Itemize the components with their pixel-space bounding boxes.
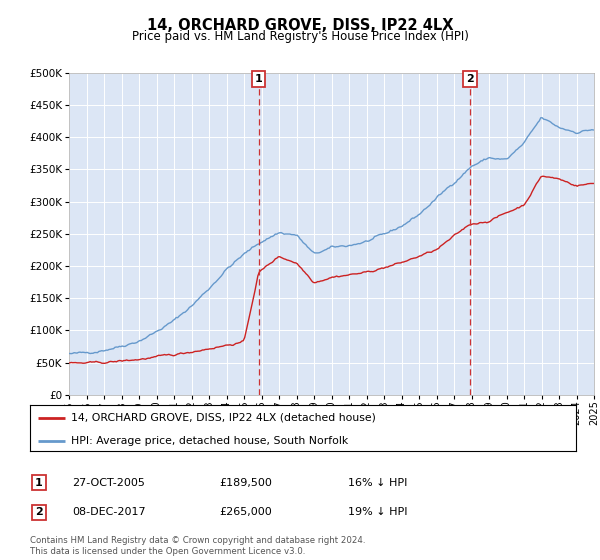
Text: £189,500: £189,500 bbox=[219, 478, 272, 488]
Text: 08-DEC-2017: 08-DEC-2017 bbox=[72, 507, 146, 517]
Text: HPI: Average price, detached house, South Norfolk: HPI: Average price, detached house, Sout… bbox=[71, 436, 348, 446]
Text: 14, ORCHARD GROVE, DISS, IP22 4LX: 14, ORCHARD GROVE, DISS, IP22 4LX bbox=[147, 18, 453, 32]
Text: 1: 1 bbox=[35, 478, 43, 488]
Text: Price paid vs. HM Land Registry's House Price Index (HPI): Price paid vs. HM Land Registry's House … bbox=[131, 30, 469, 43]
Text: 2: 2 bbox=[35, 507, 43, 517]
Text: 16% ↓ HPI: 16% ↓ HPI bbox=[348, 478, 407, 488]
Text: £265,000: £265,000 bbox=[219, 507, 272, 517]
Text: 2: 2 bbox=[466, 74, 474, 84]
Text: 27-OCT-2005: 27-OCT-2005 bbox=[72, 478, 145, 488]
Text: 19% ↓ HPI: 19% ↓ HPI bbox=[348, 507, 407, 517]
Text: 1: 1 bbox=[254, 74, 262, 84]
Text: 14, ORCHARD GROVE, DISS, IP22 4LX (detached house): 14, ORCHARD GROVE, DISS, IP22 4LX (detac… bbox=[71, 413, 376, 423]
Text: Contains HM Land Registry data © Crown copyright and database right 2024.
This d: Contains HM Land Registry data © Crown c… bbox=[30, 536, 365, 556]
